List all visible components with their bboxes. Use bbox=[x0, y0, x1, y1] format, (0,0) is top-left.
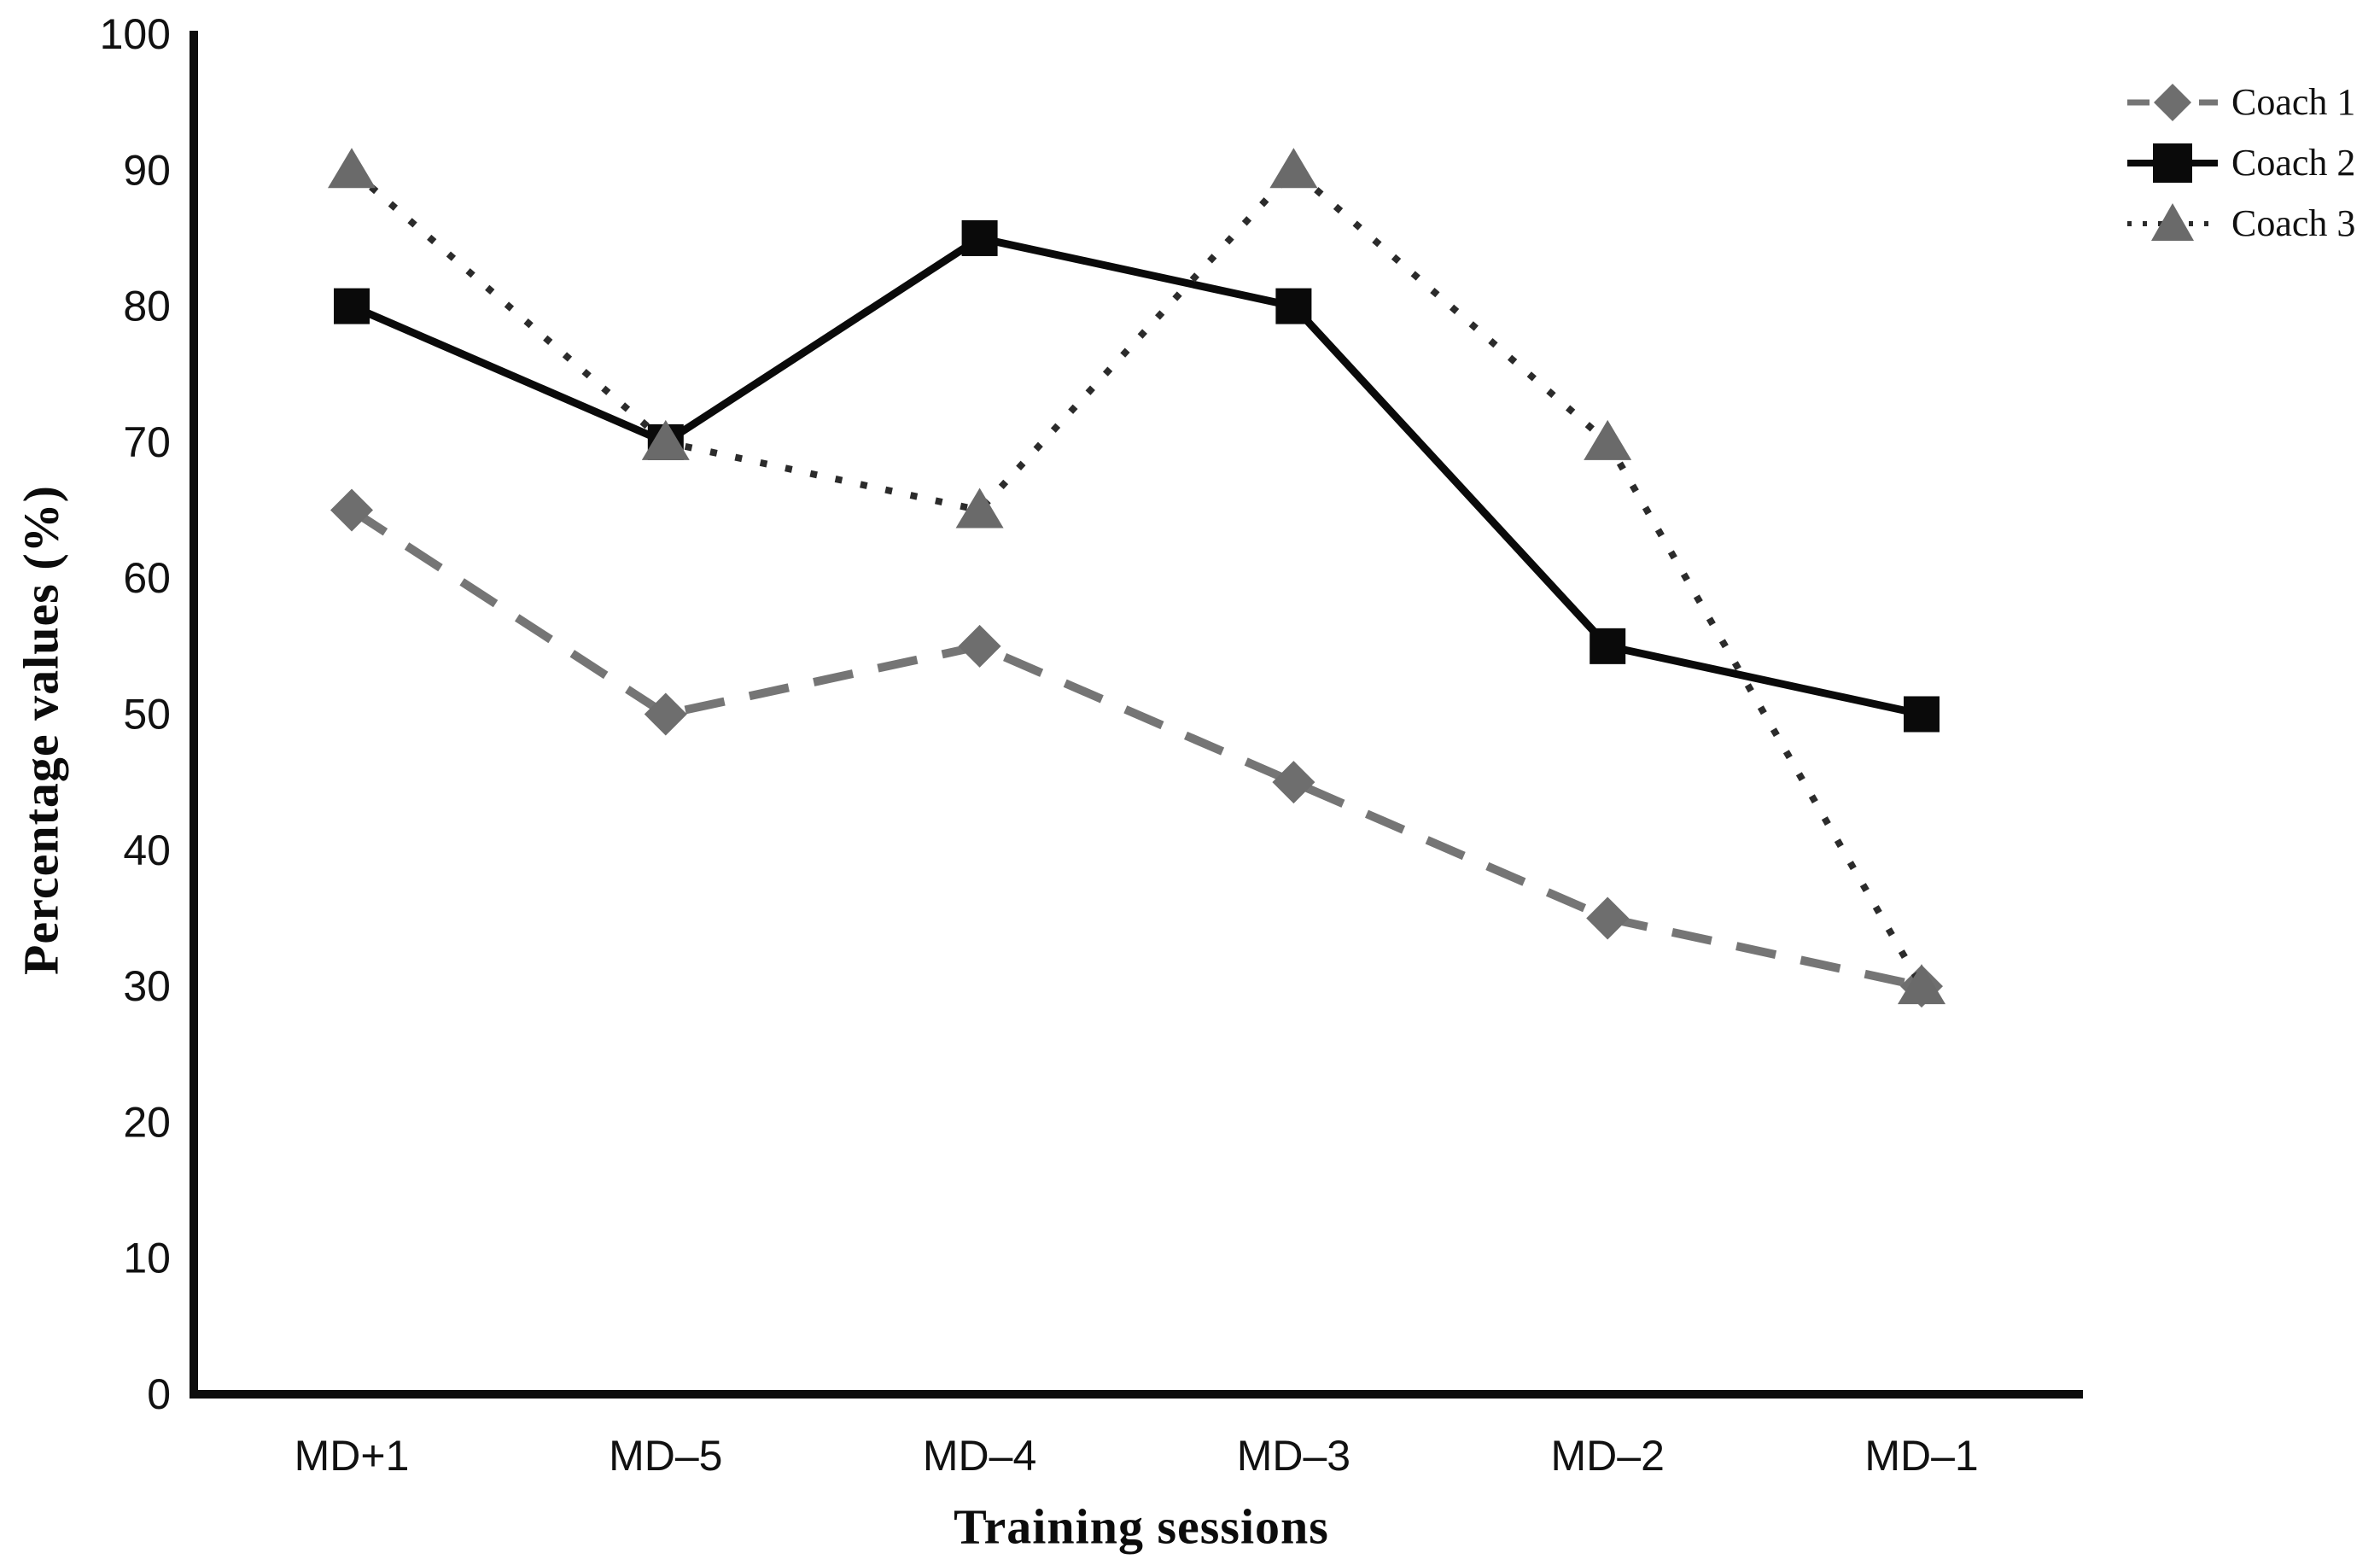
triangle-marker-icon bbox=[2151, 202, 2194, 241]
square-marker-coach-2 bbox=[1904, 696, 1940, 733]
legend-item-coach-3: Coach 3 bbox=[2127, 193, 2355, 254]
series-line-coach-2 bbox=[350, 234, 1922, 718]
legend: Coach 1 Coach 2 Coach 3 bbox=[2127, 72, 2355, 254]
y-tick-label: 90 bbox=[123, 146, 171, 194]
triangle-marker-coach-3 bbox=[1898, 964, 1945, 1005]
y-tick-label: 40 bbox=[123, 826, 171, 874]
triangle-marker-coach-3 bbox=[1269, 148, 1318, 189]
x-tick-label: MD+1 bbox=[295, 1432, 410, 1480]
series-coach-2 bbox=[334, 219, 1940, 733]
legend-label: Coach 2 bbox=[2231, 142, 2356, 184]
diamond-marker-coach-1 bbox=[330, 488, 373, 532]
legend-swatch-coach-3 bbox=[2127, 202, 2218, 241]
x-tick-label: MD–2 bbox=[1551, 1432, 1665, 1480]
x-tick-label: MD–1 bbox=[1864, 1432, 1978, 1480]
legend-swatch-coach-1 bbox=[2127, 83, 2218, 121]
y-axis-title: Percentage values (%) bbox=[13, 485, 69, 975]
triangle-marker-coach-3 bbox=[641, 419, 690, 460]
y-tick-label: 80 bbox=[123, 283, 171, 330]
square-marker-icon bbox=[2153, 143, 2192, 183]
triangle-marker-coach-3 bbox=[955, 488, 1004, 528]
series-coach-3 bbox=[328, 148, 1945, 1005]
x-tick-label: MD–5 bbox=[609, 1432, 722, 1480]
x-tick-label: MD–4 bbox=[923, 1432, 1036, 1480]
square-marker-coach-2 bbox=[1590, 628, 1626, 664]
diamond-marker-icon bbox=[2154, 83, 2191, 121]
y-tick-label: 50 bbox=[123, 691, 171, 739]
y-tick-label: 0 bbox=[147, 1370, 171, 1418]
triangle-marker-coach-3 bbox=[1584, 419, 1632, 460]
x-tick-label: MD–3 bbox=[1237, 1432, 1350, 1480]
legend-swatch-coach-2 bbox=[2127, 143, 2218, 183]
diamond-marker-coach-1 bbox=[644, 692, 687, 736]
diamond-marker-coach-1 bbox=[958, 624, 1001, 668]
series-line-coach-3 bbox=[349, 165, 1925, 989]
legend-label: Coach 3 bbox=[2231, 202, 2356, 244]
y-tick-label: 70 bbox=[123, 418, 171, 466]
legend-item-coach-2: Coach 2 bbox=[2127, 132, 2355, 193]
y-tick-label: 20 bbox=[123, 1098, 171, 1146]
series-line-coach-1 bbox=[349, 506, 1923, 990]
y-tick-label: 30 bbox=[123, 962, 171, 1010]
series-coach-1 bbox=[330, 488, 1943, 1008]
legend-label: Coach 1 bbox=[2231, 81, 2356, 123]
legend-item-coach-1: Coach 1 bbox=[2127, 72, 2355, 132]
y-tick-label: 10 bbox=[123, 1235, 171, 1282]
square-marker-coach-2 bbox=[1275, 288, 1312, 324]
y-tick-label: 100 bbox=[100, 10, 171, 58]
diamond-marker-coach-1 bbox=[1272, 761, 1315, 804]
diamond-marker-coach-1 bbox=[1586, 896, 1630, 940]
y-tick-label: 60 bbox=[123, 554, 171, 602]
x-axis-title: Training sessions bbox=[954, 1498, 1329, 1555]
triangle-marker-coach-3 bbox=[328, 148, 376, 189]
square-marker-coach-2 bbox=[334, 288, 370, 324]
square-marker-coach-2 bbox=[961, 219, 998, 256]
